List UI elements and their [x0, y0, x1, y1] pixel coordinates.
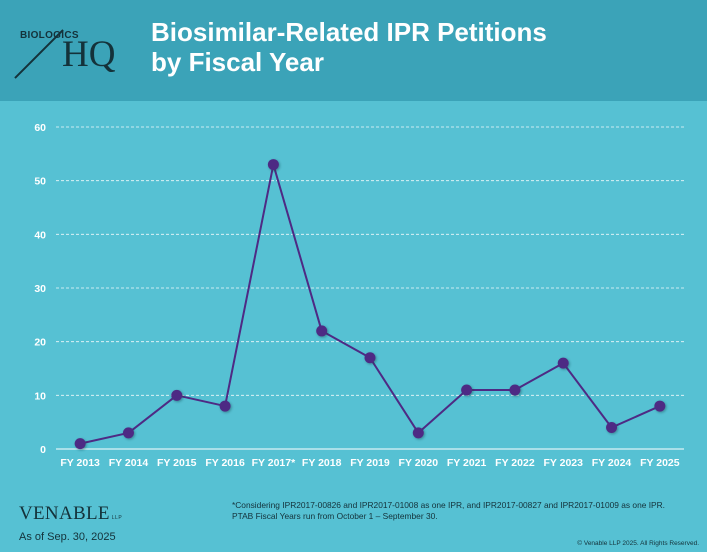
y-tick-label: 40: [34, 229, 46, 241]
header-bar: BIOLOGICS HQ Biosimilar-Related IPR Peti…: [0, 0, 707, 101]
as-of-date: As of Sep. 30, 2025: [19, 531, 116, 543]
chart-title-line-1: Biosimilar-Related IPR Petitions: [151, 17, 547, 47]
x-tick-label: FY 2018: [302, 457, 342, 469]
data-point: [509, 384, 521, 396]
y-tick-label: 20: [34, 337, 46, 349]
x-tick-label: FY 2019: [350, 457, 390, 469]
chart-title-line-2: by Fiscal Year: [151, 47, 324, 77]
x-tick-label: FY 2014: [109, 457, 149, 469]
data-point: [364, 352, 376, 364]
x-tick-label: FY 2016: [205, 457, 245, 469]
series-polyline: [79, 163, 661, 445]
data-point: [267, 159, 279, 171]
data-markers: [74, 159, 666, 450]
y-tick-label: 30: [34, 283, 46, 295]
footnote: *Considering IPR2017-00826 and IPR2017-0…: [232, 500, 665, 522]
data-point: [219, 400, 231, 412]
venable-llp: LLP: [111, 515, 123, 521]
data-point: [74, 438, 86, 450]
y-axis-ticks: 0 10 20 30 40 50 60: [34, 122, 46, 456]
data-point: [122, 427, 134, 439]
x-tick-label: FY 2013: [60, 457, 100, 469]
x-tick-label: FY 2015: [157, 457, 197, 469]
x-tick-label: FY 2022: [495, 457, 535, 469]
y-tick-label: 60: [34, 122, 46, 134]
logo-hq: HQ: [62, 34, 116, 75]
chart-title: Biosimilar-Related IPR Petitions by Fisc…: [151, 17, 547, 77]
gridlines: [56, 126, 684, 450]
data-point: [461, 384, 473, 396]
x-tick-label: FY 2020: [399, 457, 439, 469]
y-tick-label: 50: [34, 176, 46, 188]
x-tick-label: FY 2025: [640, 457, 680, 469]
x-tick-label: FY 2023: [543, 457, 583, 469]
x-tick-label: FY 2024: [592, 457, 632, 469]
data-point: [606, 422, 618, 434]
data-point: [557, 357, 569, 369]
data-point: [316, 325, 328, 337]
venable-logo: VENABLE LLP: [19, 503, 122, 525]
y-tick-label: 0: [40, 444, 46, 456]
y-tick-label: 10: [34, 390, 46, 402]
data-point: [654, 400, 666, 412]
footnote-line-1: *Considering IPR2017-00826 and IPR2017-0…: [232, 500, 666, 510]
footnote-line-2: PTAB Fiscal Years run from October 1 – S…: [232, 511, 438, 521]
data-point: [171, 389, 183, 401]
series-line: [79, 163, 661, 445]
data-point: [412, 427, 424, 439]
venable-wordmark: VENABLE: [19, 503, 110, 524]
logo-biologics: BIOLOGICS: [20, 30, 79, 41]
x-axis-ticks: FY 2013 FY 2014 FY 2015 FY 2016 FY 2017* FY 2…: [60, 457, 679, 469]
copyright-notice: © Venable LLP 2025. All Rights Reserved.: [577, 540, 699, 547]
x-tick-label: FY 2017*: [252, 457, 297, 469]
x-tick-label: FY 2021: [447, 457, 487, 469]
